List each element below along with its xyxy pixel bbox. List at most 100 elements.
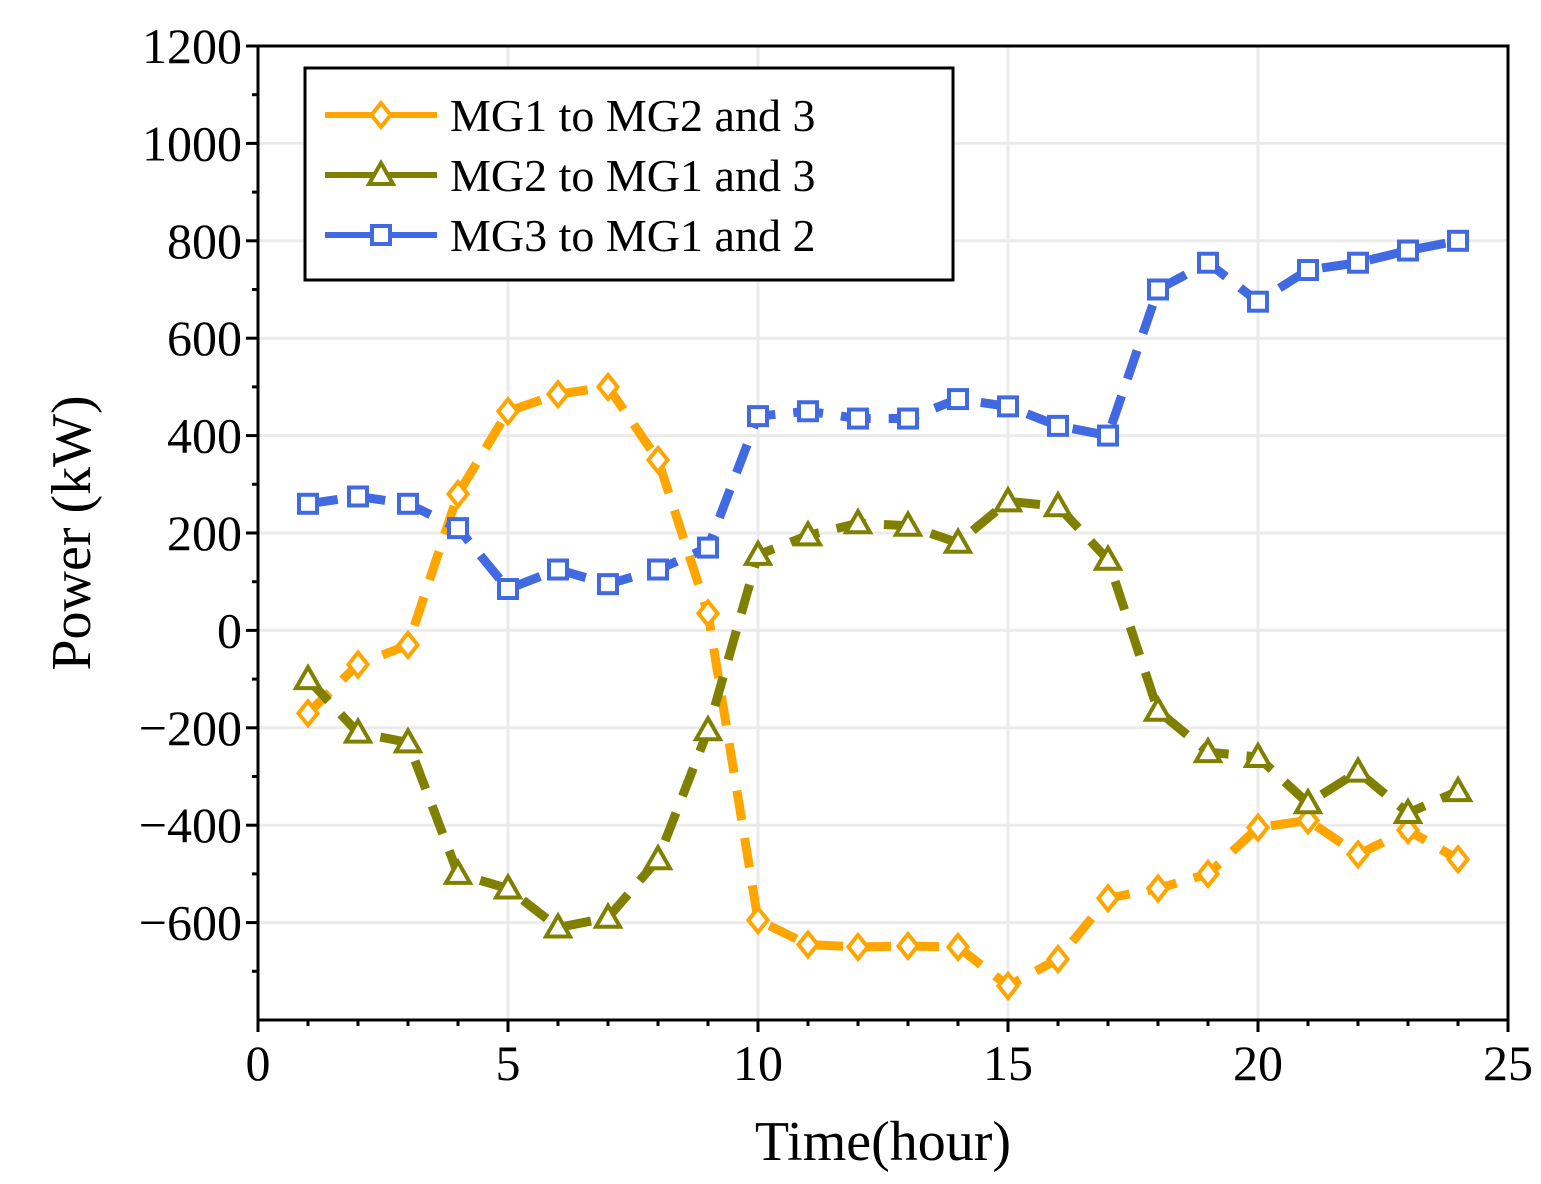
data-point-marker — [942, 526, 974, 554]
data-point-marker — [847, 407, 869, 430]
data-point-marker — [447, 517, 469, 540]
data-point-marker — [697, 536, 719, 559]
series-line — [304, 382, 1461, 991]
x-tick-label: 5 — [496, 1035, 521, 1091]
data-point-marker — [1042, 490, 1074, 518]
data-point-marker — [545, 379, 571, 410]
data-point-marker — [342, 716, 374, 744]
data-point-marker — [1397, 239, 1419, 262]
data-point-marker — [445, 478, 471, 510]
data-point-marker — [995, 970, 1021, 1002]
data-point-marker — [595, 371, 621, 403]
data-point-marker — [297, 492, 319, 515]
data-point-marker — [592, 901, 624, 929]
legend-marker — [365, 158, 397, 186]
data-point-marker — [1442, 775, 1474, 803]
data-point-marker — [1195, 858, 1221, 890]
y-tick-label: −200 — [139, 700, 242, 756]
data-point-marker — [997, 395, 1019, 418]
y-axis-title: Power (kW) — [41, 395, 103, 670]
data-point-marker — [892, 509, 924, 537]
data-point-marker — [647, 558, 669, 581]
y-tick-label: 400 — [167, 408, 242, 464]
data-point-marker — [747, 405, 769, 428]
data-point-marker — [292, 663, 324, 691]
data-point-marker — [392, 726, 424, 754]
data-point-marker — [497, 578, 519, 601]
series-2 — [292, 485, 1474, 939]
y-tick-label: 1200 — [142, 18, 242, 74]
data-point-marker — [797, 400, 819, 423]
data-point-marker — [1192, 736, 1224, 764]
data-point-marker — [1095, 883, 1121, 914]
y-tick-label: 200 — [167, 505, 242, 561]
data-point-marker — [395, 629, 421, 661]
x-tick-label: 0 — [246, 1035, 271, 1091]
data-point-marker — [642, 843, 674, 871]
data-point-marker — [1347, 251, 1369, 274]
data-point-marker — [1447, 229, 1469, 252]
data-point-marker — [1145, 873, 1171, 904]
data-point-marker — [895, 930, 921, 962]
series-line — [307, 236, 1459, 594]
series-3 — [297, 229, 1469, 601]
data-point-marker — [347, 485, 369, 508]
data-point-marker — [792, 519, 824, 547]
data-point-marker — [397, 492, 419, 515]
data-point-marker — [845, 931, 871, 963]
series-line — [304, 496, 1460, 932]
data-point-marker — [897, 407, 919, 430]
data-point-marker — [1242, 740, 1274, 769]
legend-entry: MG2 to MG1 and 3 — [325, 150, 815, 201]
x-tick-label: 25 — [1483, 1035, 1533, 1091]
data-point-marker — [1395, 814, 1421, 846]
data-point-marker — [945, 931, 971, 963]
ticks: 0 5 10 15 20 25 −600 −400 −200 0 200 400 600 800 1000 1… — [139, 18, 1533, 1091]
data-point-marker — [947, 388, 969, 411]
data-point-marker — [745, 904, 771, 936]
data-point-marker — [1097, 424, 1119, 447]
legend-label: MG3 to MG1 and 2 — [450, 210, 815, 261]
data-point-marker — [1342, 755, 1374, 783]
data-point-marker — [1147, 278, 1169, 301]
data-point-marker — [1047, 414, 1069, 437]
data-point-marker — [547, 558, 569, 581]
data-point-marker — [295, 697, 321, 729]
data-point-marker — [692, 714, 724, 742]
legend-marker — [368, 99, 394, 131]
data-point-marker — [495, 396, 521, 427]
data-point-marker — [442, 857, 474, 885]
data-point-marker — [1345, 839, 1371, 870]
data-point-marker — [742, 538, 774, 566]
data-point-marker — [1445, 844, 1471, 875]
series-group — [292, 229, 1474, 1002]
data-point-marker — [1392, 796, 1424, 825]
y-tick-label: 0 — [217, 602, 242, 658]
data-point-marker — [1197, 251, 1219, 274]
data-point-marker — [1295, 805, 1321, 836]
legend-entry: MG3 to MG1 and 2 — [325, 210, 815, 261]
x-tick-label: 20 — [1233, 1035, 1283, 1091]
data-point-marker — [492, 872, 524, 900]
data-point-marker — [842, 507, 874, 535]
series-1 — [295, 371, 1471, 1002]
data-point-marker — [597, 573, 619, 596]
x-tick-label: 10 — [733, 1035, 783, 1091]
legend-marker — [370, 224, 392, 246]
y-tick-label: 800 — [167, 213, 242, 269]
data-point-marker — [1142, 694, 1174, 722]
data-point-marker — [1297, 259, 1319, 282]
y-tick-label: −600 — [139, 895, 242, 951]
data-point-marker — [345, 649, 371, 680]
y-tick-label: −400 — [139, 797, 242, 853]
data-point-marker — [542, 911, 574, 939]
y-tick-label: 1000 — [142, 115, 242, 171]
data-point-marker — [695, 598, 721, 629]
x-axis-title: Time(hour) — [755, 1111, 1011, 1173]
data-point-marker — [795, 929, 821, 960]
x-tick-label: 15 — [983, 1035, 1033, 1091]
data-point-marker — [1247, 290, 1269, 313]
data-point-marker — [1045, 943, 1071, 975]
y-tick-label: 600 — [167, 310, 242, 366]
